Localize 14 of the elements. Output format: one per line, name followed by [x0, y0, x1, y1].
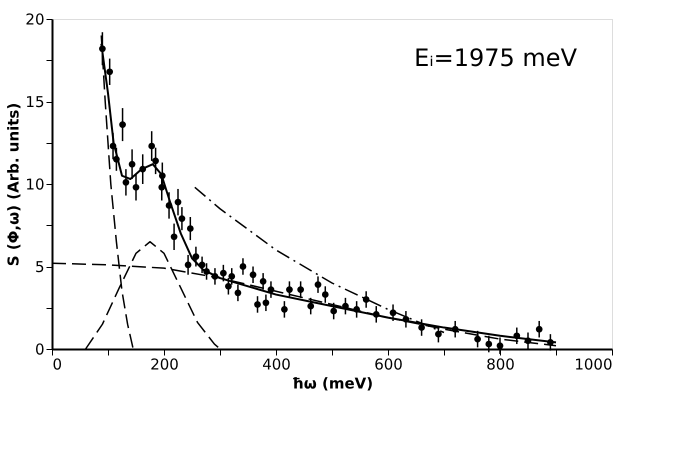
y-tick-label: 10	[25, 176, 44, 194]
y-tick-label: 0	[34, 340, 44, 358]
x-tick-label: 800	[486, 356, 515, 374]
y-tick-label: 15	[25, 93, 44, 111]
y-tick-label: 5	[34, 258, 44, 276]
x-tick-label: 400	[262, 356, 291, 374]
y-axis-title: S (Φ,ω) (Arb. units)	[4, 102, 22, 266]
x-tick-label: 1000	[574, 356, 612, 374]
x-tick-label: 0	[52, 356, 62, 374]
x-tick-label: 200	[150, 356, 179, 374]
x-tick-label: 600	[374, 356, 403, 374]
y-tick-label: 20	[25, 10, 44, 28]
annotation: Eᵢ=1975 meV	[414, 44, 578, 72]
x-axis-title: ħω (meV)	[292, 374, 374, 392]
